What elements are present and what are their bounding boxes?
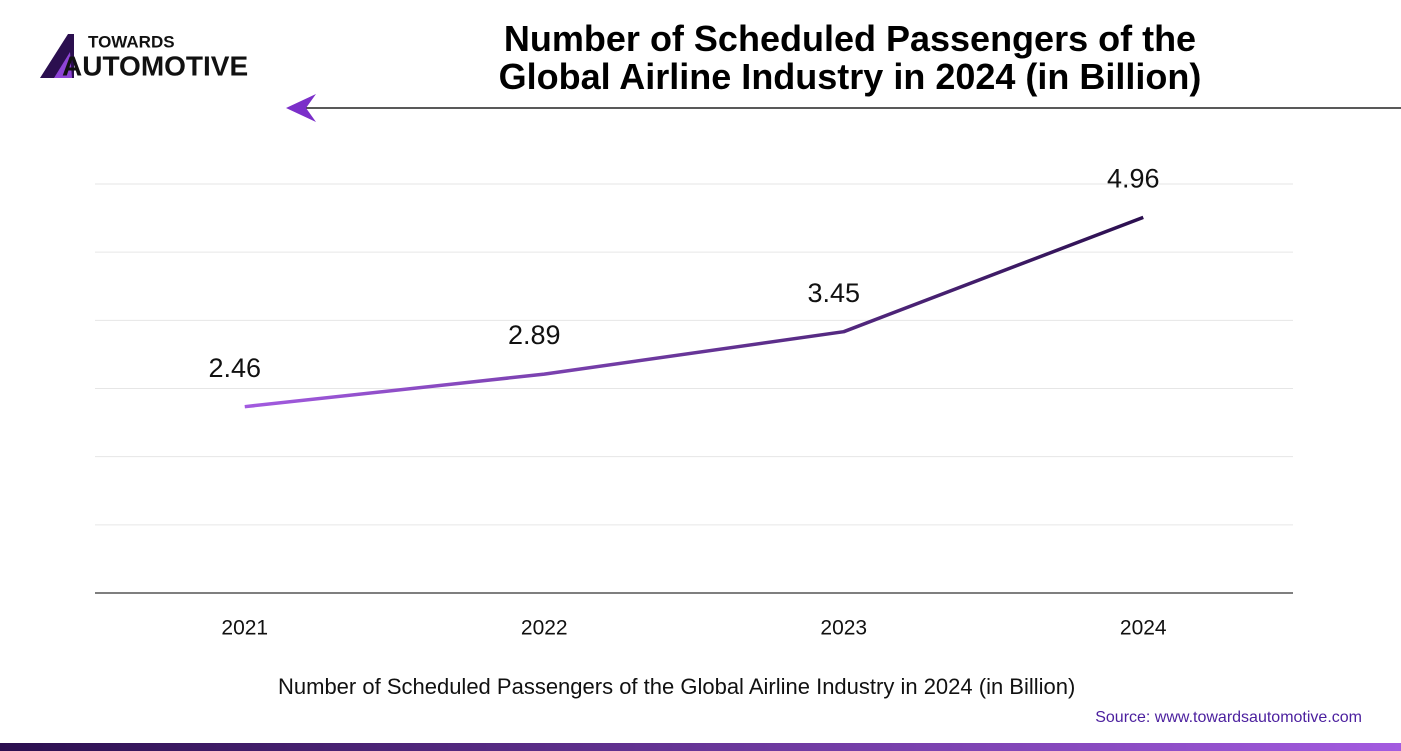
x-tick-label: 2022 — [521, 617, 568, 640]
data-label: 3.45 — [807, 278, 860, 308]
data-label: 2.46 — [208, 353, 261, 383]
x-tick-label: 2021 — [221, 617, 268, 640]
chart-title: Number of Scheduled Passengers of the Gl… — [498, 18, 1202, 97]
logo-text: AUTOMOTIVE — [62, 50, 248, 81]
logo-mark — [54, 52, 72, 78]
data-label: 2.89 — [508, 320, 561, 350]
arrow-head — [286, 94, 316, 122]
line — [244, 215, 1144, 409]
data-label: 4.96 — [1107, 163, 1160, 193]
logo-text: TOWARDS — [88, 32, 175, 51]
source: Source: www.towardsautomotive.com — [1095, 709, 1362, 726]
x-tick-label: 2024 — [1120, 617, 1167, 640]
footer-bar — [0, 743, 1401, 751]
legend-label: Number of Scheduled Passengers of the Gl… — [278, 674, 1075, 699]
x-tick-label: 2023 — [820, 617, 867, 640]
